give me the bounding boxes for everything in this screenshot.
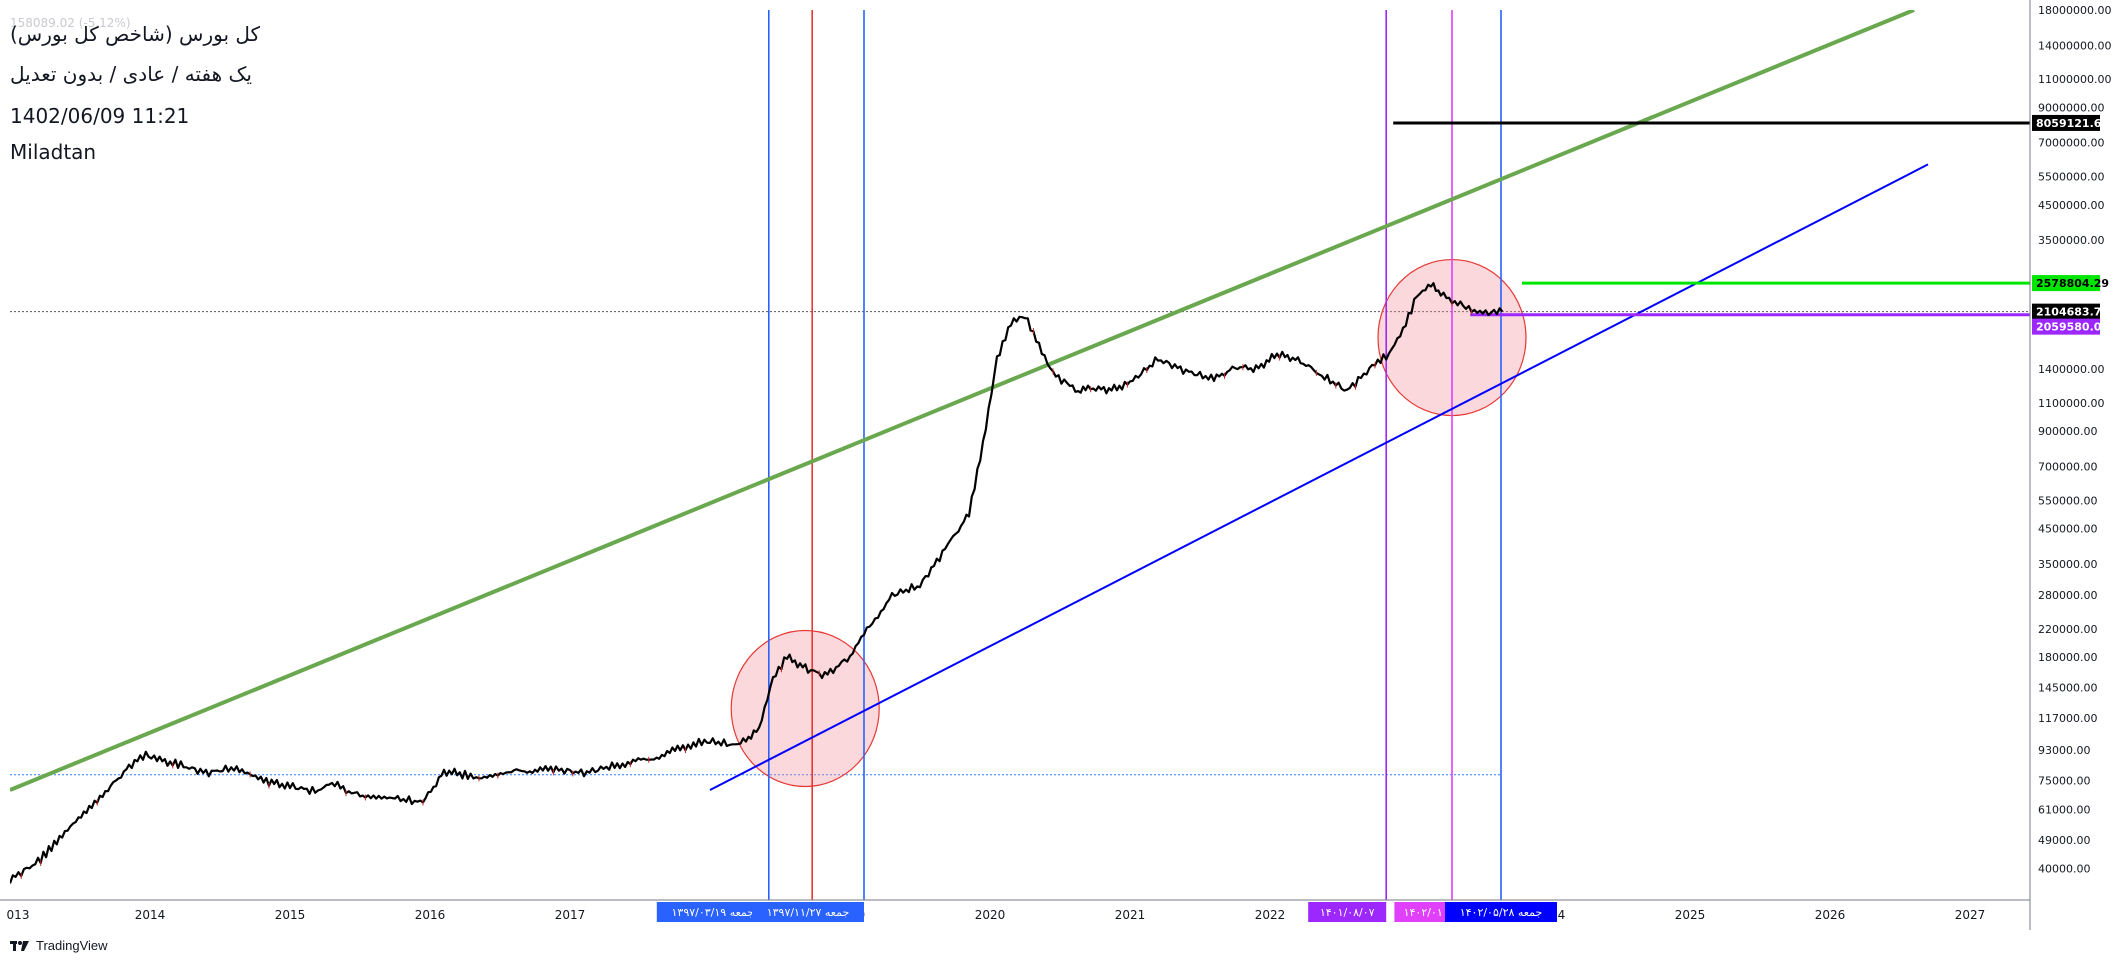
y-tick-label: 40000.00 [2038, 863, 2091, 876]
date-label-2: جمعه ۱۳۹۷/۱۱/۲۷ [767, 906, 850, 919]
y-tick-label: 14000000.00 [2038, 39, 2111, 52]
date-label-bg-3 [1308, 902, 1387, 922]
price-label-1: 2578804.29 [2036, 277, 2109, 290]
trendline-lower [709, 163, 1929, 791]
x-tick-label: 2016 [415, 908, 446, 922]
x-tick-label: 2026 [1815, 908, 1846, 922]
x-tick-label: 2020 [975, 908, 1006, 922]
date-label-5: جمعه ۱۴۰۲/۰۵/۲۸ [1460, 906, 1543, 919]
y-tick-label: 11000000.00 [2038, 73, 2111, 86]
date-label-bg-5 [1445, 902, 1557, 922]
y-tick-label: 9000000.00 [2038, 101, 2104, 114]
plot-area [10, 10, 2030, 900]
y-tick-label: 700000.00 [2038, 460, 2098, 473]
y-tick-label: 145000.00 [2038, 682, 2098, 695]
y-tick-label: 117000.00 [2038, 712, 2098, 725]
brand-name: TradingView [36, 938, 108, 953]
y-tick-label: 5500000.00 [2038, 171, 2104, 184]
y-tick-label: 3500000.00 [2038, 234, 2104, 247]
tradingview-logo-icon [10, 940, 29, 951]
y-tick-label: 1100000.00 [2038, 397, 2104, 410]
y-tick-label: 450000.00 [2038, 522, 2098, 535]
x-tick-label: 2025 [1675, 908, 1706, 922]
date-label-bg-2 [752, 902, 864, 922]
y-tick-label: 4500000.00 [2038, 199, 2104, 212]
x-tick-label: 2021 [1115, 908, 1146, 922]
y-tick-label: 7000000.00 [2038, 137, 2104, 150]
y-tick-label: 93000.00 [2038, 744, 2091, 757]
y-tick-label: 350000.00 [2038, 558, 2098, 571]
date-label-bg-4 [1394, 902, 1452, 922]
y-tick-label: 180000.00 [2038, 651, 2098, 664]
price-label-bg-1 [2032, 275, 2100, 292]
x-tick-label: 013 [7, 908, 30, 922]
trendline-upper [10, 10, 1915, 792]
date-label-0: جمعه ۱۳۹۷/۰۳/۱۹ [672, 906, 755, 919]
chart-datetime: 1402/06/09 11:21 [10, 104, 190, 128]
highlight-circle-0 [730, 629, 880, 788]
price-label-bg-2 [2032, 303, 2100, 320]
price-series [10, 282, 1504, 884]
tradingview-logo[interactable]: TradingView [10, 938, 108, 953]
chart-author: Miladtan [10, 140, 97, 164]
y-tick-label: 550000.00 [2038, 494, 2098, 507]
price-label-3: 2059580.03 [2036, 321, 2109, 334]
x-tick-label: 2017 [555, 908, 586, 922]
x-tick-label: 2022 [1255, 908, 1286, 922]
chart-title: کل بورس (شاخص کل بورس) [10, 22, 261, 46]
price-label-2: 2104683.78 [2036, 306, 2109, 319]
price-label-bg-0 [2032, 114, 2100, 131]
price-label-0: 8059121.68 [2036, 117, 2109, 130]
y-tick-label: 900000.00 [2038, 425, 2098, 438]
x-tick-label: 2015 [275, 908, 306, 922]
price-label-bg-3 [2032, 318, 2100, 335]
faded-price-info: 158089.02 (-5.12%) [10, 16, 131, 30]
x-tick-label: 2027 [1955, 908, 1986, 922]
y-tick-label: 61000.00 [2038, 803, 2091, 816]
x-tick-label: 2014 [135, 908, 166, 922]
date-label-3: ۱۴۰۱/۰۸/۰۷ [1320, 906, 1375, 919]
y-tick-label: 18000000.00 [2038, 4, 2111, 17]
y-tick-label: 75000.00 [2038, 774, 2091, 787]
y-tick-label: 1400000.00 [2038, 363, 2104, 376]
date-label-4: ۱۴۰۲/۰۱ [1404, 906, 1443, 919]
y-tick-label: 220000.00 [2038, 623, 2098, 636]
y-tick-label: 49000.00 [2038, 834, 2091, 847]
date-label-bg-0 [656, 902, 769, 922]
chart-subtitle: یک هفته / عادی / بدون تعدیل [10, 62, 252, 86]
y-tick-label: 280000.00 [2038, 589, 2098, 602]
